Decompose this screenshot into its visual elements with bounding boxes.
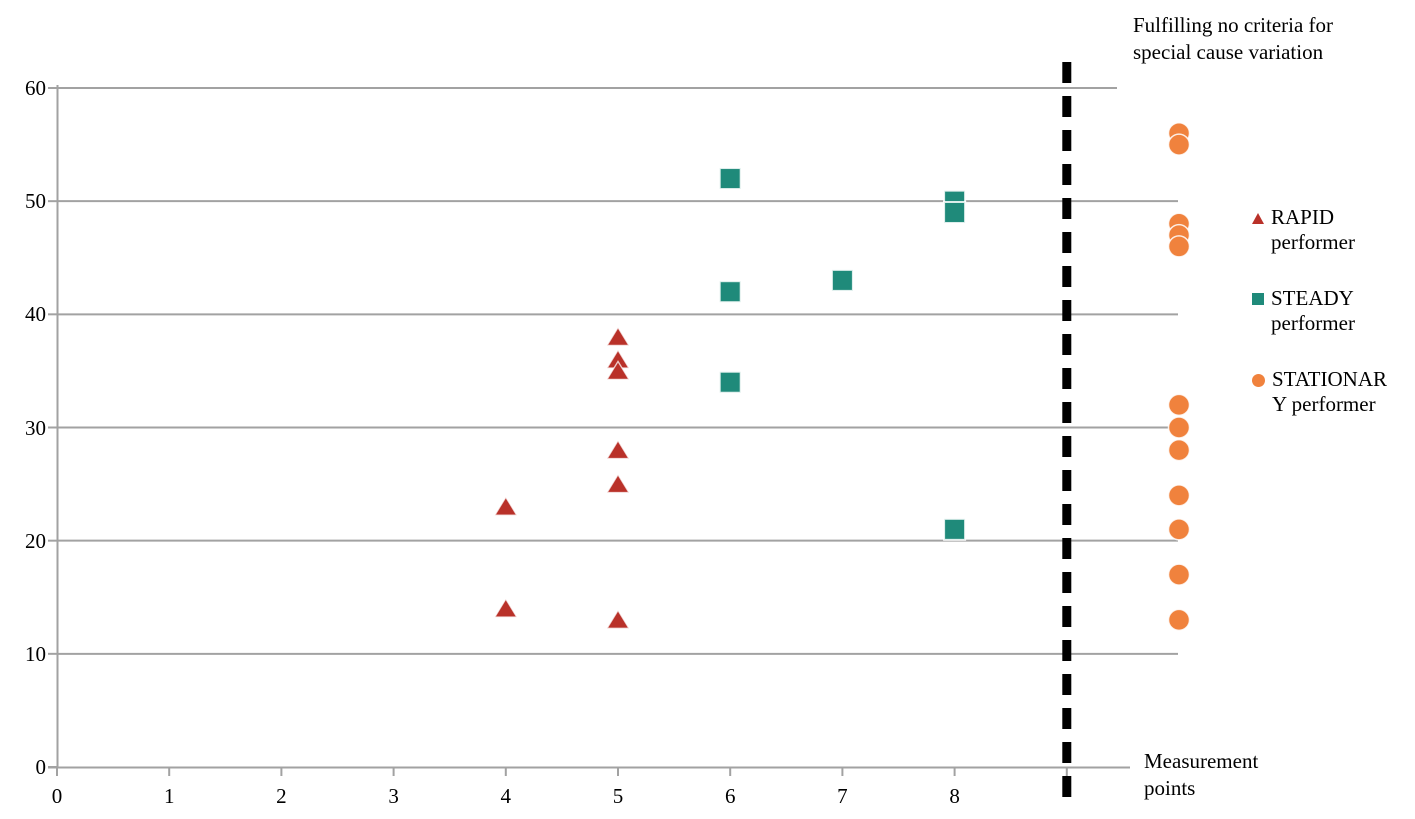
triangle-marker-icon bbox=[1252, 213, 1264, 224]
x-tick-label: 8 bbox=[949, 784, 960, 808]
triangle-data-point bbox=[605, 439, 631, 460]
circle-data-point bbox=[1167, 393, 1191, 417]
x-tick-label: 4 bbox=[500, 784, 512, 808]
x-tick-label: 3 bbox=[388, 784, 399, 808]
x-tick-label: 6 bbox=[724, 784, 736, 808]
circle-data-point bbox=[1167, 518, 1191, 541]
circle-data-point bbox=[1167, 608, 1191, 632]
legend-entry-stationary-performer: STATIONAR Y performer bbox=[1252, 367, 1415, 417]
y-tick-label: 30 bbox=[25, 415, 46, 440]
square-data-point bbox=[943, 200, 967, 224]
x-tick-label: 0 bbox=[51, 784, 63, 808]
x-tick-label: 7 bbox=[837, 784, 848, 808]
y-tick-label: 20 bbox=[25, 528, 46, 553]
circle-data-point bbox=[1167, 133, 1191, 156]
y-tick-label: 10 bbox=[25, 641, 46, 666]
triangle-data-point bbox=[493, 597, 519, 618]
square-data-point bbox=[943, 517, 967, 541]
circle-data-point bbox=[1167, 416, 1191, 439]
square-data-point bbox=[718, 370, 742, 394]
triangle-data-point bbox=[605, 473, 631, 494]
triangle-data-point bbox=[605, 609, 631, 630]
legend-entry-steady-performer: STEADY performer bbox=[1252, 286, 1415, 336]
square-data-point bbox=[718, 280, 742, 304]
x-tick-label: 5 bbox=[612, 784, 624, 808]
square-marker-icon bbox=[1252, 293, 1264, 305]
annotation-measurement-points: Measurement points bbox=[1144, 748, 1324, 802]
annotation-line: special cause variation bbox=[1133, 40, 1324, 64]
y-tick-label: 40 bbox=[25, 302, 46, 327]
circle-data-point bbox=[1167, 438, 1191, 462]
annotation-line: Fulfilling no criteria for bbox=[1133, 13, 1334, 37]
y-tick-label: 60 bbox=[25, 76, 46, 100]
legend-label: STEADY performer bbox=[1271, 286, 1355, 335]
triangle-data-point bbox=[493, 495, 519, 516]
legend-label: RAPID performer bbox=[1271, 205, 1355, 254]
square-data-point bbox=[830, 268, 854, 292]
circle-data-point bbox=[1167, 484, 1191, 507]
x-tick-label: 1 bbox=[163, 784, 175, 808]
annotation-special-cause-variation: Fulfilling no criteria for special cause… bbox=[1133, 12, 1373, 66]
triangle-data-point bbox=[605, 360, 631, 381]
x-tick-label: 2 bbox=[276, 784, 287, 808]
circle-marker-icon bbox=[1252, 374, 1265, 387]
y-tick-label: 50 bbox=[25, 189, 46, 214]
y-tick-label: 0 bbox=[35, 755, 47, 779]
square-data-point bbox=[718, 167, 742, 191]
annotation-line: Measurement bbox=[1144, 749, 1259, 773]
circle-data-point bbox=[1167, 563, 1191, 586]
legend-entry-rapid-performer: RAPID performer bbox=[1252, 205, 1415, 255]
circle-data-point bbox=[1167, 235, 1191, 258]
triangle-data-point bbox=[605, 326, 631, 347]
annotation-line: points bbox=[1144, 776, 1196, 800]
legend: RAPID performer STEADY performer STATION… bbox=[1252, 205, 1415, 448]
legend-label: STATIONAR Y performer bbox=[1272, 367, 1387, 416]
